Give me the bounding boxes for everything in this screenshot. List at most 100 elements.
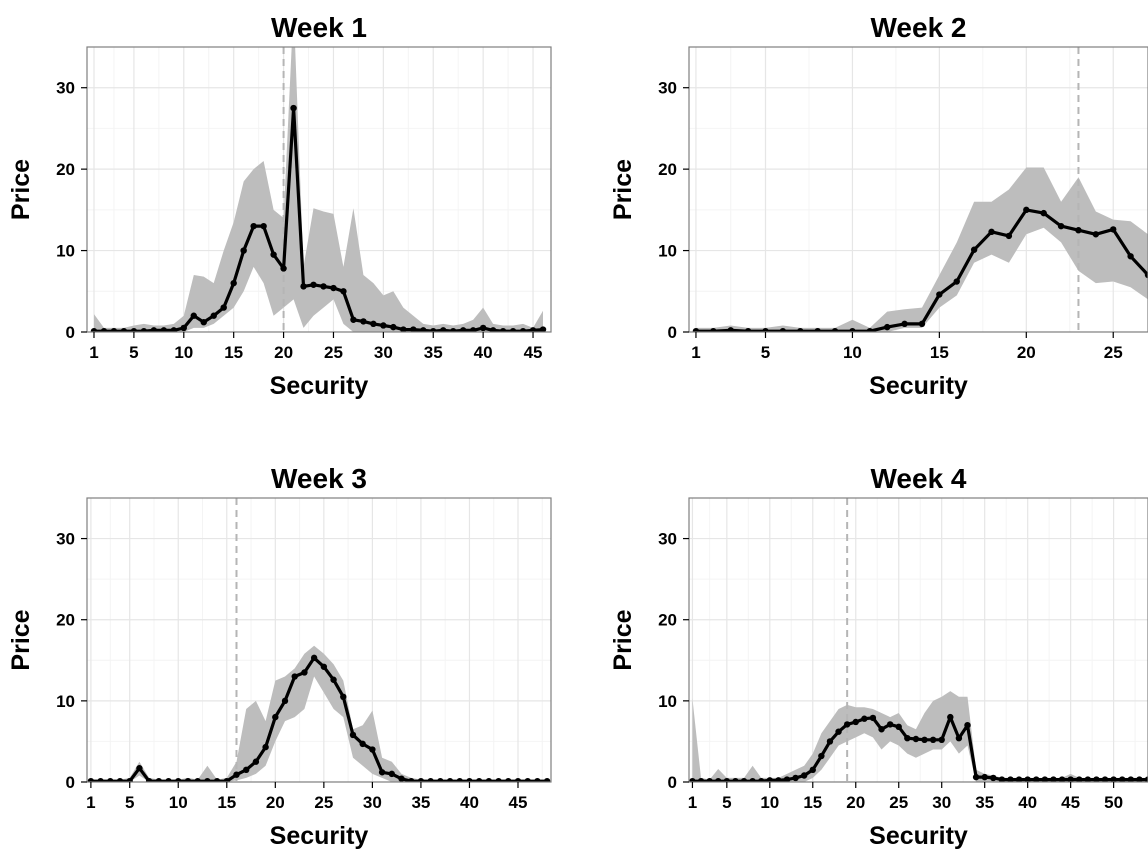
data-point bbox=[970, 246, 978, 253]
data-point bbox=[194, 777, 201, 782]
data-point bbox=[170, 327, 178, 332]
data-point bbox=[861, 715, 868, 722]
data-point bbox=[849, 327, 856, 332]
data-point bbox=[792, 774, 799, 782]
x-tick-label: 30 bbox=[932, 793, 951, 812]
data-point bbox=[818, 752, 825, 760]
data-point bbox=[350, 316, 357, 323]
data-point bbox=[505, 777, 512, 782]
data-point bbox=[116, 777, 124, 782]
data-point bbox=[953, 278, 960, 285]
data-point bbox=[87, 777, 95, 782]
data-point bbox=[281, 697, 289, 705]
data-point bbox=[340, 288, 347, 295]
panel-title: Week 2 bbox=[871, 12, 967, 43]
data-point bbox=[1076, 776, 1083, 782]
data-point bbox=[1093, 776, 1100, 782]
panel-frame bbox=[688, 497, 1148, 783]
data-point bbox=[180, 324, 187, 332]
y-tick-label: 10 bbox=[658, 242, 677, 261]
data-point bbox=[692, 327, 700, 332]
data-point bbox=[489, 327, 497, 332]
panel-frame bbox=[688, 46, 1148, 333]
data-point bbox=[408, 777, 415, 782]
y-tick-label: 10 bbox=[56, 692, 75, 711]
x-tick-label: 35 bbox=[424, 343, 443, 362]
x-tick-label: 1 bbox=[86, 793, 95, 812]
data-point bbox=[120, 327, 128, 332]
x-tick-label: 30 bbox=[374, 343, 393, 362]
x-tick-label: 5 bbox=[129, 343, 138, 362]
data-point bbox=[340, 693, 347, 700]
data-point bbox=[437, 777, 444, 782]
y-axis-label: Price bbox=[609, 609, 637, 670]
y-tick-label: 30 bbox=[658, 530, 677, 549]
y-tick-label: 20 bbox=[56, 611, 75, 630]
data-point bbox=[359, 740, 366, 748]
data-point bbox=[814, 327, 821, 332]
data-point bbox=[1110, 226, 1117, 233]
data-point bbox=[240, 247, 247, 254]
data-point bbox=[430, 327, 437, 332]
data-point bbox=[252, 758, 260, 765]
data-point bbox=[349, 731, 357, 739]
data-point bbox=[320, 663, 328, 670]
data-point bbox=[1075, 227, 1082, 234]
data-point bbox=[1101, 776, 1109, 782]
data-point bbox=[370, 320, 377, 328]
data-point bbox=[155, 777, 163, 782]
data-point bbox=[884, 323, 891, 331]
data-point bbox=[270, 251, 277, 258]
data-point bbox=[710, 327, 717, 332]
x-tick-label: 30 bbox=[363, 793, 382, 812]
data-point bbox=[291, 673, 298, 680]
x-tick-label: 20 bbox=[846, 793, 865, 812]
x-axis-label: Security bbox=[869, 822, 968, 850]
x-tick-label: 5 bbox=[722, 793, 731, 812]
data-point bbox=[797, 327, 804, 332]
data-point bbox=[440, 327, 447, 332]
x-tick-label: 40 bbox=[460, 793, 479, 812]
data-point bbox=[290, 104, 297, 112]
data-point bbox=[723, 777, 731, 782]
data-point bbox=[310, 654, 318, 662]
x-tick-label: 25 bbox=[889, 793, 908, 812]
data-point bbox=[126, 777, 133, 782]
data-point bbox=[1136, 776, 1143, 782]
data-point bbox=[495, 777, 502, 782]
data-point bbox=[280, 265, 287, 272]
x-axis-label: Security bbox=[869, 372, 968, 400]
data-point bbox=[300, 283, 307, 290]
data-point bbox=[459, 327, 467, 332]
panel-title: Week 1 bbox=[271, 12, 367, 43]
data-point bbox=[878, 726, 885, 733]
x-tick-label: 45 bbox=[524, 343, 543, 362]
data-point bbox=[380, 322, 387, 329]
data-point bbox=[1084, 776, 1092, 782]
data-point bbox=[886, 721, 894, 728]
data-point bbox=[981, 773, 988, 781]
x-tick-label: 40 bbox=[1018, 793, 1037, 812]
data-point bbox=[1144, 271, 1148, 279]
data-point bbox=[369, 746, 376, 753]
data-point bbox=[955, 734, 963, 742]
x-tick-label: 10 bbox=[169, 793, 188, 812]
data-point bbox=[469, 327, 477, 332]
y-axis-label: Price bbox=[7, 159, 35, 220]
data-point bbox=[130, 327, 138, 332]
x-tick-label: 25 bbox=[1104, 343, 1123, 362]
x-tick-label: 20 bbox=[266, 793, 285, 812]
data-point bbox=[929, 736, 937, 744]
x-axis-label: Security bbox=[270, 372, 369, 400]
x-tick-label: 15 bbox=[224, 343, 243, 362]
data-point bbox=[420, 327, 427, 332]
data-point bbox=[150, 327, 158, 332]
panel-frame bbox=[86, 497, 552, 783]
x-tick-label: 25 bbox=[324, 343, 343, 362]
y-tick-label: 20 bbox=[56, 160, 75, 179]
data-point bbox=[378, 769, 386, 776]
plot-area bbox=[87, 47, 551, 332]
y-tick-label: 20 bbox=[658, 611, 677, 630]
range-band bbox=[692, 691, 1148, 782]
